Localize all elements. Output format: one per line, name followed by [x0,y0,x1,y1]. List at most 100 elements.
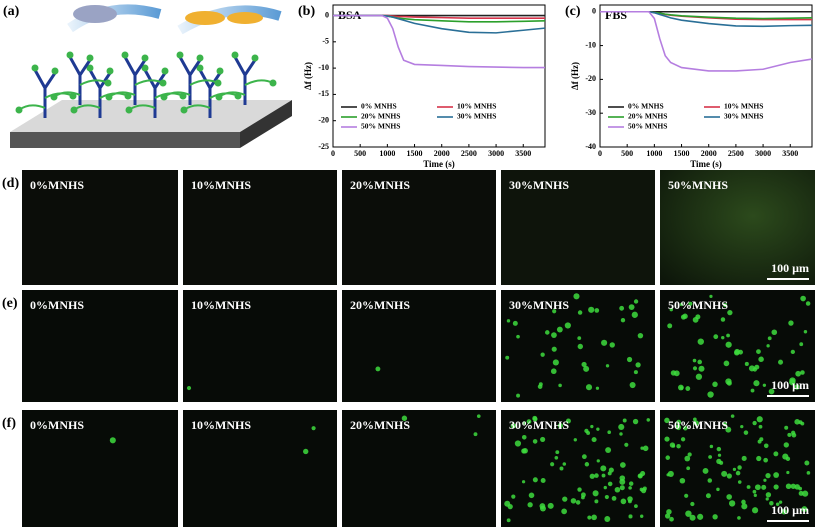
cell-dot [605,447,612,454]
cell-dot [109,437,116,444]
cell-dot [521,480,526,484]
cell-dot [737,465,742,470]
y-axis-label: Δf (Hz) [570,62,580,90]
panel-label: (b) [298,4,315,19]
cell-label: 30%MNHS [509,418,569,432]
y-tick-label: -25 [318,142,329,151]
cell-dot [540,477,546,483]
cell-dot [619,462,626,468]
dot [231,51,239,59]
cell-dot [705,493,711,499]
dot [214,79,222,87]
cell-dot [790,349,796,355]
cell-dot [798,420,803,425]
cell-label: 0%MNHS [30,418,84,432]
cell-dot [629,382,636,389]
cell-dot [737,480,742,484]
cell-dot [573,293,580,300]
cell-dot [806,471,811,475]
cell-dot [756,416,763,423]
dot [104,79,112,87]
cell-dot [564,322,571,329]
legend-label: 50% MNHS [628,122,667,131]
cell-dot [596,459,600,463]
cell-dot [778,359,784,365]
cell-label: 10%MNHS [191,178,251,192]
x-tick-label: 3500 [515,149,531,158]
micrograph [183,410,337,527]
brush [68,56,92,105]
x-tick-label: 500 [354,149,366,158]
brush [88,69,112,118]
x-tick-label: 500 [621,149,633,158]
plot-frame [332,4,546,148]
cell-dot [686,466,691,471]
cell-dot [591,437,597,443]
x-tick-label: 0 [598,149,602,158]
cell-dot [581,361,587,368]
x-axis-label: Time (s) [423,159,455,169]
cell-dot [559,466,564,471]
cell-dot [506,518,511,523]
cell-dot [794,419,800,425]
cell-dot [735,470,741,476]
cell-dot [769,501,774,506]
x-axis-label: Time (s) [690,159,722,169]
cell-dot [632,418,639,425]
cell-dot [765,492,772,498]
cell-dot [692,358,697,363]
cell-dot [765,497,769,501]
legend-label: 10% MNHS [457,102,496,111]
dot [269,79,277,87]
cell-dot [679,302,684,307]
cell-dot [730,414,735,418]
cell-dot [768,388,775,395]
x-tick-label: 1500 [407,149,423,158]
cell-dot [766,344,770,348]
cell-dot [758,424,763,429]
cell-dot [642,486,647,491]
cell-dot [577,343,584,350]
cell-dot [763,457,769,463]
dot [15,106,23,114]
cell-dot [673,370,680,377]
cell-dot [678,384,684,391]
cell-dot [516,334,520,339]
cell-dot [544,330,550,335]
cell-dot [608,467,614,473]
x-tick-label: 2000 [701,149,717,158]
cell-dot [707,391,714,398]
cell-dot [595,386,600,390]
cell-dot [666,473,670,477]
cell-label: 20%MNHS [350,298,410,312]
dot [161,67,169,75]
dot [70,106,78,114]
legend-label: 0% MNHS [361,102,397,111]
dot [216,67,224,75]
x-tick-label: 1000 [379,149,395,158]
cell-dot [773,451,779,457]
cell-dot [375,366,381,372]
dot [141,54,149,62]
cell-dot [720,317,726,322]
y-tick-label: -40 [585,142,596,151]
cell-dot [585,384,593,391]
dot [160,93,168,101]
cell-dot [680,314,687,320]
cell-dot [589,473,595,479]
cell-dot [737,516,741,520]
x-tick-label: 0 [331,149,335,158]
scale-bar-label: 100 µm [771,261,809,275]
plot-frame [599,4,813,148]
cell-dot [803,330,808,334]
y-tick-label: -15 [318,89,329,98]
cell-dot [707,478,713,483]
legend-label: 30% MNHS [457,112,496,121]
protein [73,5,117,23]
cell-dot [726,473,732,479]
cell-dot [723,303,728,308]
cell-dot [763,443,769,449]
cell-dot [506,319,511,323]
cell-dot [784,425,789,430]
cell-dot [775,502,780,506]
